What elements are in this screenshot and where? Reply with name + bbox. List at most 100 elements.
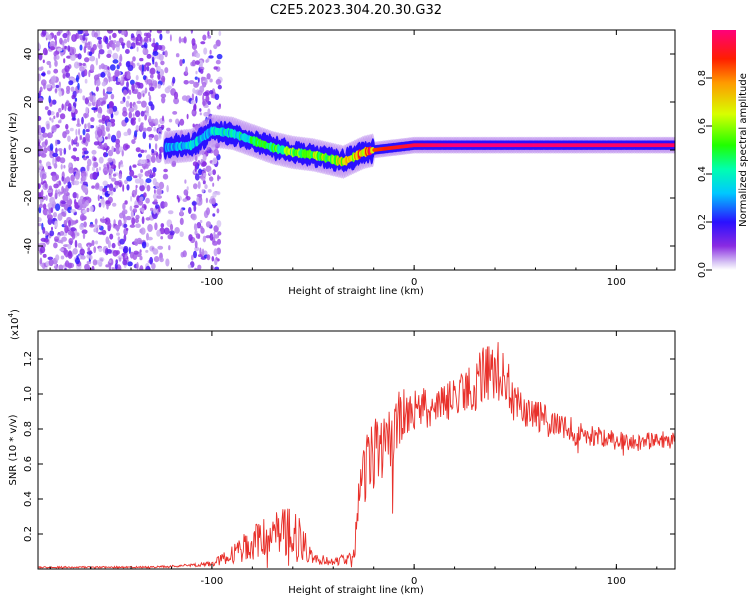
noise-speck — [107, 104, 110, 110]
spectrogram-ticks: -100 0 100 -40 -20 0 20 40 — [23, 30, 675, 288]
noise-speck — [143, 42, 148, 50]
noise-speck — [114, 225, 121, 230]
noise-speck — [104, 36, 109, 45]
noise-speck — [140, 169, 144, 173]
noise-speck — [61, 103, 64, 111]
noise-speck — [42, 59, 45, 64]
noise-speck — [139, 178, 144, 186]
noise-speck — [69, 77, 75, 81]
noise-speck — [164, 50, 168, 58]
snr-multiplier-base: (x104) — [7, 309, 21, 340]
noise-speck — [211, 197, 216, 205]
noise-speck — [126, 40, 131, 49]
noise-speck — [186, 113, 189, 120]
noise-speck — [102, 167, 109, 175]
noise-speck — [47, 256, 54, 261]
noise-speck — [128, 89, 132, 95]
noise-speck — [182, 250, 187, 258]
noise-speck — [133, 204, 139, 209]
noise-speck — [41, 30, 47, 36]
noise-speck — [47, 202, 53, 209]
noise-speck — [188, 207, 192, 214]
noise-speck — [190, 30, 193, 34]
noise-speck — [185, 66, 188, 75]
noise-speck — [135, 223, 141, 228]
noise-speck — [78, 201, 81, 206]
noise-speck — [215, 59, 221, 65]
noise-speck — [102, 188, 107, 193]
noise-speck — [193, 183, 198, 190]
noise-speck — [38, 73, 41, 82]
noise-speck — [127, 95, 130, 100]
noise-speck — [63, 219, 68, 227]
noise-speck — [60, 164, 63, 170]
noise-speck — [168, 245, 171, 251]
noise-speck — [111, 145, 115, 153]
noise-speck — [71, 105, 75, 113]
noise-speck — [45, 194, 48, 201]
noise-speck — [68, 167, 74, 174]
noise-speck — [155, 204, 160, 209]
noise-speck — [62, 264, 66, 268]
noise-speck — [73, 156, 77, 162]
noise-speck — [136, 62, 140, 66]
noise-speck — [91, 149, 97, 155]
noise-speck — [152, 167, 157, 173]
noise-speck — [49, 230, 55, 237]
noise-speck — [53, 265, 59, 269]
noise-speck — [88, 70, 91, 78]
noise-speck — [98, 52, 101, 59]
noise-speck — [93, 74, 100, 81]
noise-speck — [115, 81, 121, 86]
noise-speck — [202, 235, 207, 243]
noise-speck — [38, 53, 43, 61]
noise-speck — [126, 74, 131, 79]
noise-speck — [94, 218, 98, 225]
noise-speck — [58, 180, 61, 186]
noise-speck — [94, 162, 99, 168]
noise-speck — [76, 193, 79, 199]
noise-speck — [107, 66, 110, 70]
noise-speck — [82, 34, 86, 41]
noise-speck — [106, 42, 110, 50]
noise-speck — [71, 94, 76, 100]
noise-speck — [155, 181, 160, 189]
noise-speck — [44, 106, 49, 111]
y-tick-label: 0.2 — [23, 526, 34, 542]
noise-speck — [130, 195, 133, 202]
noise-speck — [146, 32, 152, 39]
noise-speck — [70, 209, 77, 213]
noise-speck — [145, 178, 152, 184]
noise-speck — [49, 143, 54, 151]
noise-speck — [79, 248, 85, 256]
noise-speck — [74, 97, 78, 102]
noise-speck — [55, 84, 60, 89]
noise-speck — [199, 112, 202, 116]
noise-speck — [140, 159, 146, 165]
noise-speck — [51, 99, 57, 105]
noise-speck — [86, 260, 92, 265]
noise-speck — [63, 58, 66, 64]
noise-speck — [214, 93, 220, 101]
noise-speck — [98, 119, 103, 123]
noise-speck — [137, 83, 141, 89]
noise-speck — [106, 203, 109, 210]
noise-speck — [157, 66, 162, 72]
noise-speck — [122, 245, 129, 254]
x-tick-label: 0 — [411, 277, 417, 288]
noise-speck — [216, 208, 220, 214]
noise-speck — [64, 103, 67, 112]
noise-speck — [108, 174, 112, 180]
spectrogram-content — [38, 30, 675, 270]
noise-speck — [82, 232, 86, 240]
noise-speck — [55, 139, 58, 147]
noise-speck — [154, 118, 159, 126]
noise-speck — [52, 218, 56, 222]
noise-speck — [105, 264, 110, 268]
noise-speck — [83, 69, 88, 77]
noise-speck — [115, 40, 121, 48]
noise-speck — [172, 111, 178, 115]
noise-speck — [53, 183, 59, 189]
noise-speck — [107, 190, 113, 195]
